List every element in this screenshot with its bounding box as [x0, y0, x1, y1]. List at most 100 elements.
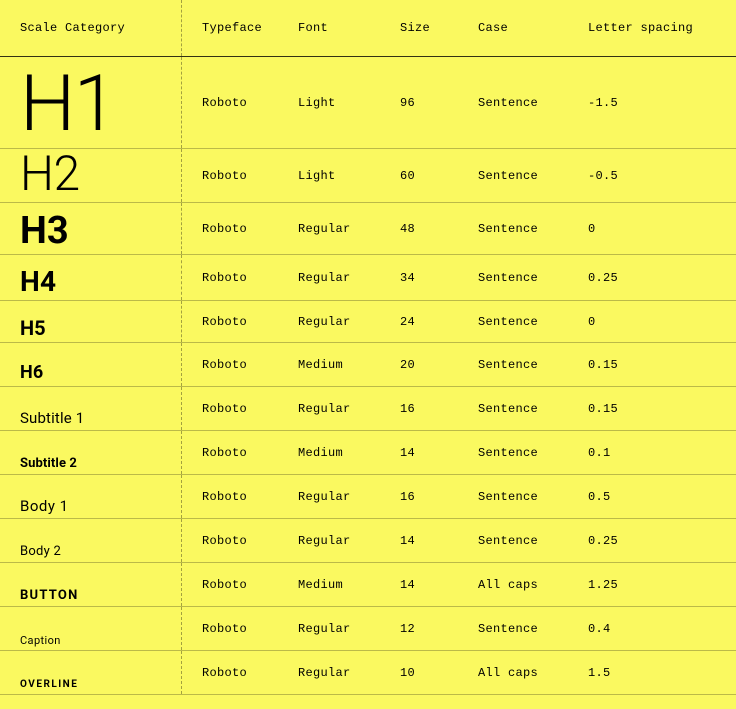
scale-sample-label: Caption — [20, 635, 61, 646]
font-cell: Light — [290, 57, 392, 148]
case-cell: All caps — [470, 651, 580, 694]
letter-spacing-cell: 0.25 — [580, 519, 736, 562]
case-cell: Sentence — [470, 607, 580, 650]
size-cell: 60 — [392, 149, 470, 202]
size-cell: 14 — [392, 563, 470, 606]
table-row: H5 RobotoRegular24Sentence0 — [0, 301, 736, 343]
letter-spacing-cell: 0 — [580, 301, 736, 342]
scale-sample-cell: H5 — [0, 301, 182, 342]
font-cell: Light — [290, 149, 392, 202]
scale-sample-cell: Subtitle 2 — [0, 431, 182, 474]
case-cell: All caps — [470, 563, 580, 606]
typeface-cell: Roboto — [182, 57, 290, 148]
font-cell: Regular — [290, 475, 392, 518]
case-cell: Sentence — [470, 387, 580, 430]
case-cell: Sentence — [470, 203, 580, 254]
table-row: H3 RobotoRegular48Sentence0 — [0, 203, 736, 255]
scale-sample-label: Subtitle 2 — [20, 457, 77, 470]
case-cell: Sentence — [470, 343, 580, 386]
typeface-cell: Roboto — [182, 301, 290, 342]
scale-sample-label: Body 2 — [20, 545, 61, 558]
table-body: H1RobotoLight96Sentence-1.5H2RobotoLight… — [0, 57, 736, 695]
header-label: Scale Category — [20, 21, 125, 35]
scale-sample-cell: H6 — [0, 343, 182, 386]
table-row: Body 2 RobotoRegular14Sentence0.25 — [0, 519, 736, 563]
scale-sample-label: Body 1 — [20, 499, 69, 514]
table-row: H4RobotoRegular34Sentence0.25 — [0, 255, 736, 301]
typeface-cell: Roboto — [182, 431, 290, 474]
scale-sample-cell: Body 1 — [0, 475, 182, 518]
scale-sample-label: Subtitle 1 — [20, 411, 84, 426]
typeface-cell: Roboto — [182, 563, 290, 606]
case-cell: Sentence — [470, 475, 580, 518]
table-row: Subtitle 1RobotoRegular16Sentence0.15 — [0, 387, 736, 431]
scale-sample-cell: H4 — [0, 255, 182, 300]
letter-spacing-cell: 0.1 — [580, 431, 736, 474]
case-cell: Sentence — [470, 301, 580, 342]
typeface-cell: Roboto — [182, 255, 290, 300]
table-row: Body 1RobotoRegular16Sentence0.5 — [0, 475, 736, 519]
letter-spacing-cell: 1.25 — [580, 563, 736, 606]
scale-sample-label: H5 — [20, 318, 46, 338]
scale-sample-label: H3 — [20, 212, 69, 250]
letter-spacing-cell: -1.5 — [580, 57, 736, 148]
typeface-cell: Roboto — [182, 475, 290, 518]
scale-sample-label: H4 — [20, 268, 56, 296]
scale-sample-label: H1 — [20, 66, 116, 144]
size-cell: 34 — [392, 255, 470, 300]
letter-spacing-cell: 0.15 — [580, 387, 736, 430]
header-font: Font — [290, 0, 392, 56]
letter-spacing-cell: 0.15 — [580, 343, 736, 386]
scale-sample-cell: Subtitle 1 — [0, 387, 182, 430]
case-cell: Sentence — [470, 149, 580, 202]
font-cell: Regular — [290, 301, 392, 342]
case-cell: Sentence — [470, 255, 580, 300]
typeface-cell: Roboto — [182, 651, 290, 694]
header-letter-spacing: Letter spacing — [580, 0, 736, 56]
size-cell: 48 — [392, 203, 470, 254]
scale-sample-label: BUTTON — [20, 589, 79, 602]
letter-spacing-cell: 0.4 — [580, 607, 736, 650]
size-cell: 14 — [392, 519, 470, 562]
case-cell: Sentence — [470, 431, 580, 474]
font-cell: Medium — [290, 563, 392, 606]
font-cell: Regular — [290, 203, 392, 254]
table-row: H2RobotoLight60Sentence-0.5 — [0, 149, 736, 203]
font-cell: Regular — [290, 387, 392, 430]
size-cell: 12 — [392, 607, 470, 650]
type-scale-table: Scale Category Typeface Font Size Case L… — [0, 0, 736, 695]
font-cell: Regular — [290, 607, 392, 650]
table-row: Caption RobotoRegular12Sentence0.4 — [0, 607, 736, 651]
scale-sample-cell: BUTTON — [0, 563, 182, 606]
letter-spacing-cell: 0 — [580, 203, 736, 254]
size-cell: 14 — [392, 431, 470, 474]
typeface-cell: Roboto — [182, 203, 290, 254]
scale-sample-label: H2 — [20, 150, 80, 198]
table-header-row: Scale Category Typeface Font Size Case L… — [0, 0, 736, 57]
table-row: BUTTON RobotoMedium14All caps1.25 — [0, 563, 736, 607]
typeface-cell: Roboto — [182, 343, 290, 386]
letter-spacing-cell: 0.5 — [580, 475, 736, 518]
table-row: Subtitle 2 RobotoMedium14Sentence0.1 — [0, 431, 736, 475]
size-cell: 24 — [392, 301, 470, 342]
header-scale-category: Scale Category — [0, 0, 182, 56]
table-row: OVERLINERobotoRegular10All caps1.5 — [0, 651, 736, 695]
size-cell: 96 — [392, 57, 470, 148]
typeface-cell: Roboto — [182, 607, 290, 650]
font-cell: Regular — [290, 519, 392, 562]
table-row: H6RobotoMedium20Sentence0.15 — [0, 343, 736, 387]
font-cell: Medium — [290, 343, 392, 386]
case-cell: Sentence — [470, 519, 580, 562]
font-cell: Regular — [290, 255, 392, 300]
header-size: Size — [392, 0, 470, 56]
typeface-cell: Roboto — [182, 149, 290, 202]
scale-sample-cell: OVERLINE — [0, 651, 182, 694]
scale-sample-cell: Body 2 — [0, 519, 182, 562]
scale-sample-cell: H3 — [0, 203, 182, 254]
scale-sample-label: H6 — [20, 364, 43, 382]
font-cell: Medium — [290, 431, 392, 474]
typeface-cell: Roboto — [182, 519, 290, 562]
header-typeface: Typeface — [182, 0, 290, 56]
typeface-cell: Roboto — [182, 387, 290, 430]
header-case: Case — [470, 0, 580, 56]
